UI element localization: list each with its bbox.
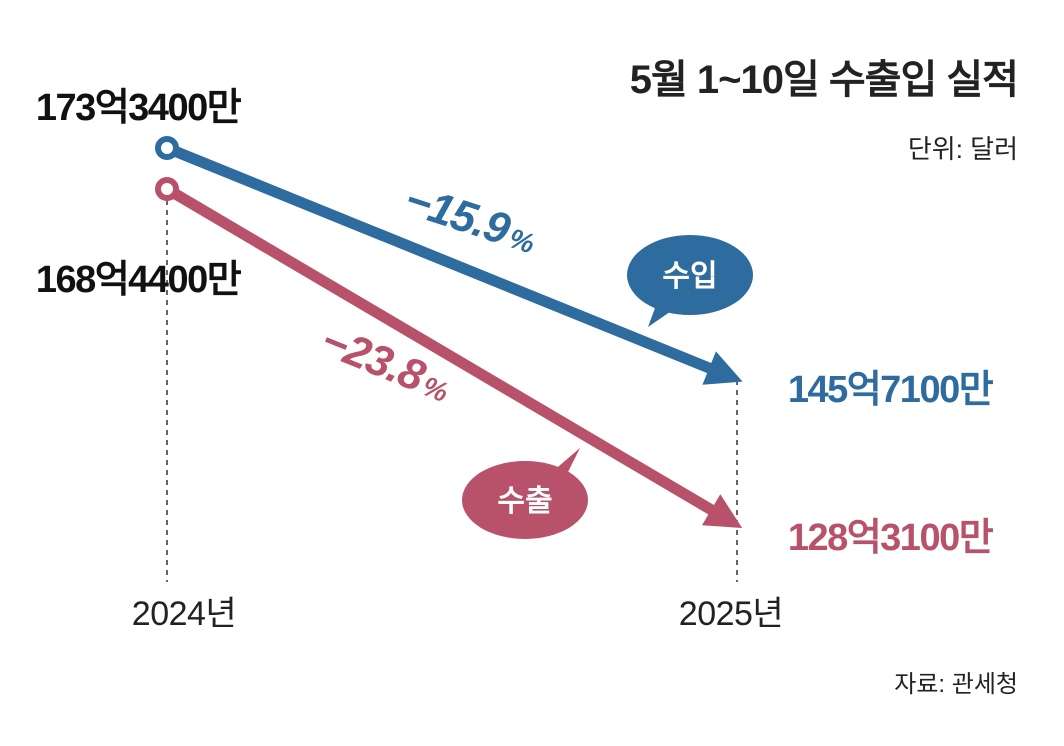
series-line-import bbox=[164, 142, 714, 374]
callout-bubble-export: 수출 bbox=[462, 448, 588, 539]
callout-bubble-import: 수입 bbox=[627, 235, 753, 327]
data-label-export-2025: 128억3100만 bbox=[788, 517, 994, 559]
arrow-head-export bbox=[702, 494, 743, 529]
x-tick-label-2024: 2024년 bbox=[132, 595, 236, 633]
data-point-export-2024 bbox=[155, 177, 179, 202]
unit-label: 단위: 달러 bbox=[908, 134, 1018, 164]
data-label-import-2024: 173억3400만 bbox=[36, 87, 242, 129]
series-name-export: 수출 bbox=[497, 485, 552, 518]
data-label-export-2024: 168억4400만 bbox=[36, 259, 242, 301]
chart-title: 5월 1~10일 수출입 실적 bbox=[630, 58, 1018, 102]
series-line-export bbox=[164, 184, 716, 516]
x-tick-label-2025: 2025년 bbox=[679, 595, 783, 633]
series-import: 173억3400만 145억7100만 −15.9% 수입 bbox=[36, 87, 995, 411]
arrow-head-import bbox=[702, 351, 743, 385]
data-label-import-2025: 145억7100만 bbox=[788, 369, 994, 411]
change-label-export: −23.8% bbox=[314, 316, 458, 412]
data-point-import-2024 bbox=[155, 136, 179, 160]
series-name-import: 수입 bbox=[662, 260, 717, 293]
source-label: 자료: 관세청 bbox=[894, 671, 1018, 698]
